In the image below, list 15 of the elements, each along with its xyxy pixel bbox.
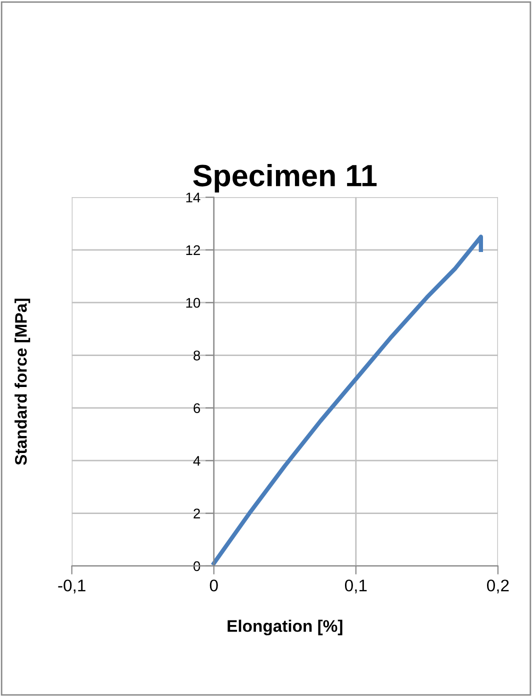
y-tick-label: 12 [186,245,200,255]
x-tick-label: 0,2 [487,580,509,594]
y-tick-label: 8 [194,350,200,360]
y-axis-title: Standard force [MPa] [14,298,30,465]
y-tick-label: 14 [186,192,200,202]
x-axis-title: Elongation [%] [228,620,342,636]
y-tick-label: 4 [193,456,200,466]
x-tick-label: 0,1 [344,580,367,594]
chart-title: Specimen 11 [193,164,377,192]
y-tick-label: 2 [194,508,200,518]
x-tick-label: 0 [210,580,218,592]
line-series [212,234,483,566]
y-tick-label: 6 [194,403,200,414]
x-tick-label: -0,1 [58,580,86,594]
y-tick-label: 10 [186,298,200,308]
